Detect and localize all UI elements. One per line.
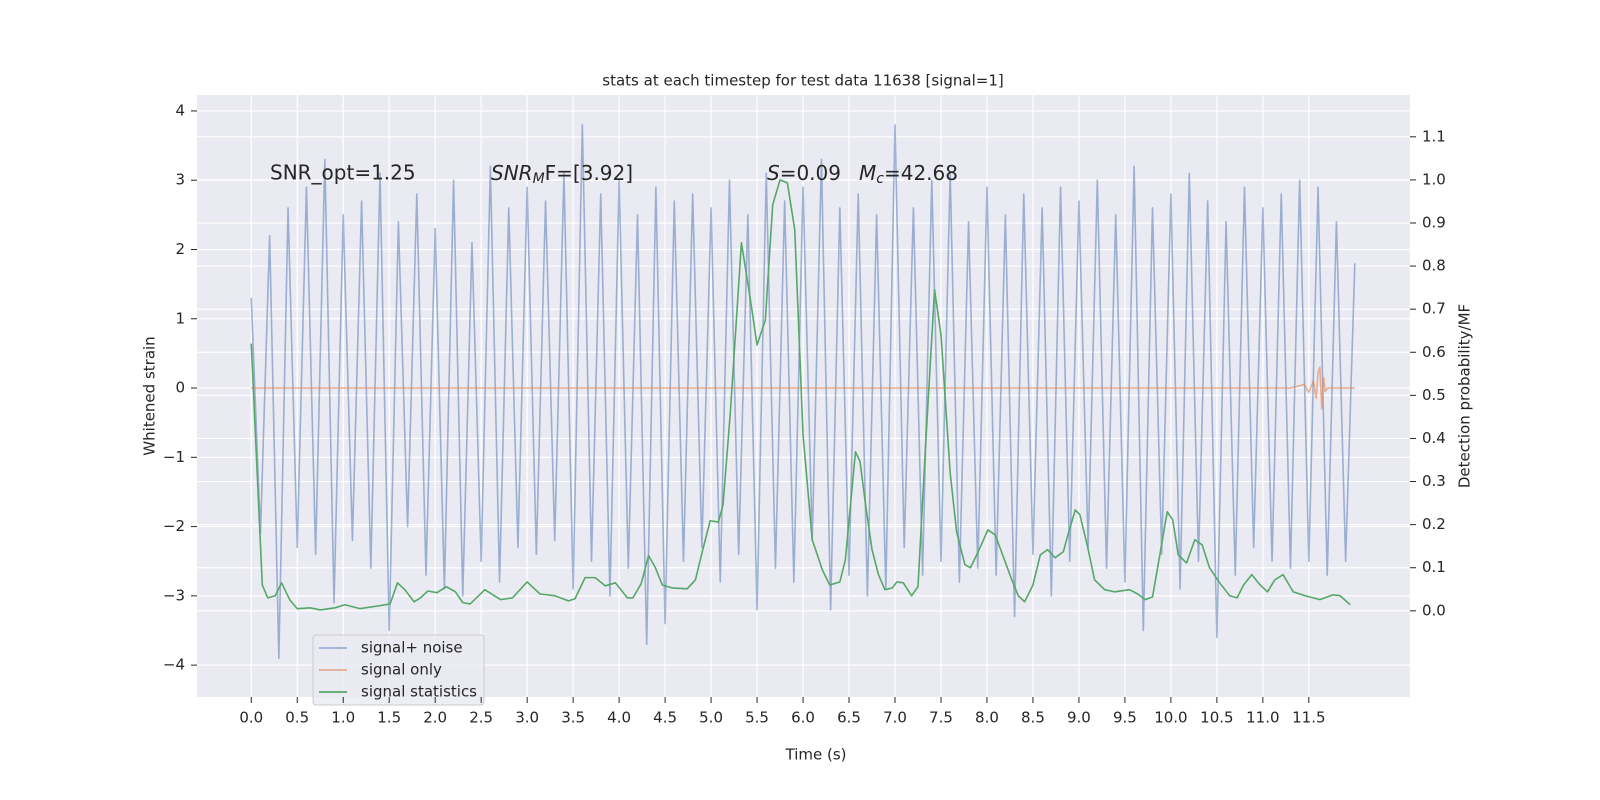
annotation-part: F=[3.92] xyxy=(545,161,633,185)
legend-box xyxy=(312,634,485,706)
x-tick-label: 9.5 xyxy=(1113,709,1137,727)
x-tick-label: 11.0 xyxy=(1246,709,1279,727)
legend-label: signal statistics xyxy=(361,683,477,701)
x-tick-label: 2.5 xyxy=(469,709,493,727)
y2-tick-label: 0.1 xyxy=(1422,558,1446,576)
x-tick-label: 4.5 xyxy=(653,709,677,727)
y-tick-label: 0 xyxy=(175,379,185,397)
x-tick-label: 7.0 xyxy=(883,709,907,727)
annotation-part: =0.09 xyxy=(780,161,841,185)
y-tick-label: −2 xyxy=(163,517,185,535)
x-tick-label: 7.5 xyxy=(929,709,953,727)
y-tick-label: −4 xyxy=(163,656,185,674)
y2-tick-label: 0.5 xyxy=(1422,386,1446,404)
x-tick-label: 5.0 xyxy=(699,709,723,727)
y-axis-label: Whitened strain xyxy=(141,336,159,455)
y2-tick-label: 0.8 xyxy=(1422,257,1446,275)
annotation: S=0.09 xyxy=(767,161,841,185)
legend-label: signal only xyxy=(361,661,442,679)
series-line xyxy=(251,366,1355,410)
series-line xyxy=(250,123,1356,660)
y2-tick-label: 0.3 xyxy=(1422,472,1446,490)
y2-tick-label: 0.9 xyxy=(1422,213,1446,231)
x-tick-label: 10.5 xyxy=(1200,709,1233,727)
y2-tick-label: 0.6 xyxy=(1422,343,1446,361)
x-tick-label: 9.0 xyxy=(1067,709,1091,727)
annotation-part: SNR xyxy=(491,161,533,185)
x-tick-label: 10.0 xyxy=(1154,709,1187,727)
y-tick-label: 3 xyxy=(175,171,185,189)
y2-tick-label: 0.0 xyxy=(1422,601,1446,619)
y2-tick-label: 1.1 xyxy=(1422,127,1446,145)
y2-axis-label: Detection probability/MF xyxy=(1456,304,1474,488)
marks xyxy=(250,123,1356,660)
x-axis-label: Time (s) xyxy=(785,746,847,764)
x-tick-label: 11.5 xyxy=(1292,709,1325,727)
x-tick-label: 5.5 xyxy=(745,709,769,727)
series-line xyxy=(250,179,1351,611)
annotation-part: M xyxy=(533,171,545,187)
x-tick-label: 0.0 xyxy=(239,709,263,727)
x-tick-label: 2.0 xyxy=(423,709,447,727)
y2-tick-label: 0.4 xyxy=(1422,429,1446,447)
annotation-part: M xyxy=(859,161,876,185)
x-tick-label: 8.0 xyxy=(975,709,999,727)
y2-tick-label: 0.2 xyxy=(1422,515,1446,533)
annotation: SNRMF=[3.92] xyxy=(491,161,633,188)
x-tick-label: 8.5 xyxy=(1021,709,1045,727)
x-tick-label: 1.5 xyxy=(377,709,401,727)
y-tick-label: 4 xyxy=(175,101,185,119)
x-tick-label: 4.0 xyxy=(607,709,631,727)
x-tick-label: 6.0 xyxy=(791,709,815,727)
x-tick-label: 0.5 xyxy=(285,709,309,727)
legend: signal+ noise signal only signal statistic… xyxy=(312,634,485,706)
x-tick-label: 3.0 xyxy=(515,709,539,727)
annotation-part: S xyxy=(767,161,780,185)
y-tick-label: −3 xyxy=(163,586,185,604)
y-tick-label: −1 xyxy=(163,448,185,466)
x-tick-label: 6.5 xyxy=(837,709,861,727)
y2-tick-label: 1.0 xyxy=(1422,170,1446,188)
y-tick-label: 2 xyxy=(175,240,185,258)
y-tick-label: 1 xyxy=(175,309,185,327)
chart-title: stats at each timestep for test data 116… xyxy=(602,72,1003,90)
x-tick-label: 3.5 xyxy=(561,709,585,727)
x-tick-label: 1.0 xyxy=(331,709,355,727)
annotation: SNR_opt=1.25 xyxy=(270,161,416,185)
annotation-part: c xyxy=(876,171,884,187)
y2-tick-label: 0.7 xyxy=(1422,300,1446,318)
legend-label: signal+ noise xyxy=(361,639,463,657)
annotation-part: =42.68 xyxy=(884,161,958,185)
annotation: Mc=42.68 xyxy=(859,161,958,188)
